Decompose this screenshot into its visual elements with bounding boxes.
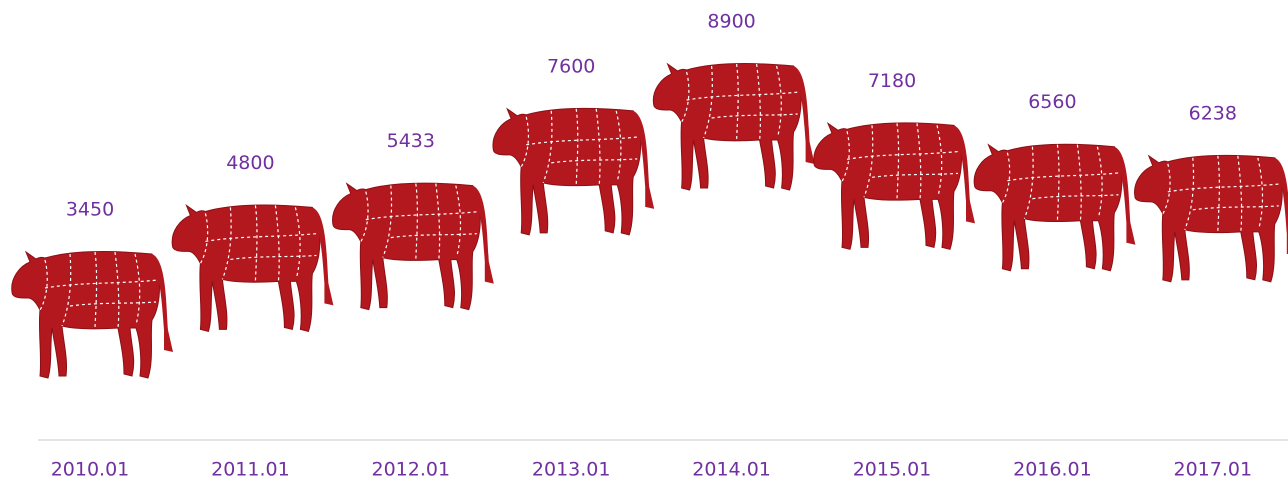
- value-label: 5433: [387, 130, 435, 152]
- value-label: 6238: [1189, 102, 1237, 124]
- cow-mark: [652, 62, 816, 191]
- x-tick-label: 2012.01: [372, 459, 451, 481]
- cow-mark: [492, 107, 655, 236]
- value-label: 6560: [1028, 91, 1076, 113]
- cow-mark: [1133, 154, 1288, 283]
- value-label: 8900: [707, 11, 755, 33]
- x-tick-label: 2013.01: [532, 459, 611, 481]
- cow-mark: [331, 182, 495, 311]
- x-tick-label: 2014.01: [692, 459, 771, 481]
- value-label: 3450: [66, 199, 114, 221]
- value-label: 7600: [547, 55, 595, 77]
- x-tick-label: 2010.01: [51, 459, 130, 481]
- x-tick-label: 2017.01: [1174, 459, 1253, 481]
- value-label: 7180: [868, 70, 916, 92]
- cow-mark: [171, 204, 334, 333]
- cow-mark: [973, 143, 1137, 272]
- cow-mark: [813, 122, 976, 250]
- x-tick-label: 2011.01: [211, 459, 290, 481]
- x-tick-label: 2016.01: [1013, 459, 1092, 481]
- x-tick-label: 2015.01: [853, 459, 932, 481]
- cow-mark: [11, 250, 174, 379]
- value-label: 4800: [226, 152, 274, 174]
